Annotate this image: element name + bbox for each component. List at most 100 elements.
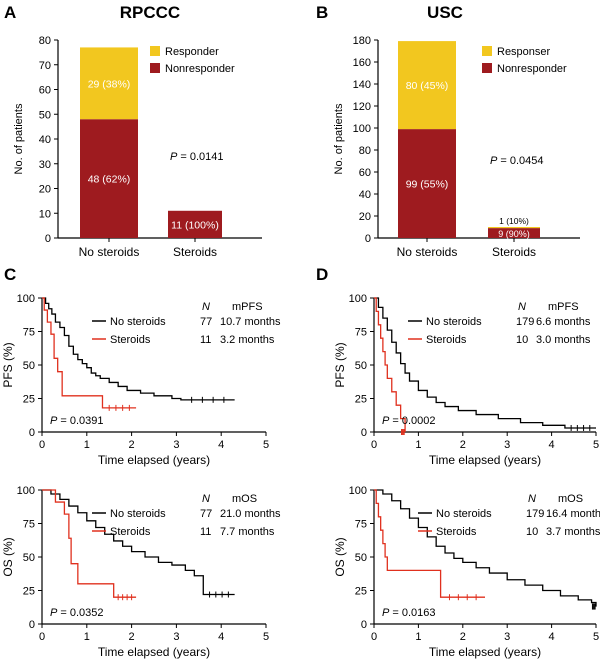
y-axis-label-A: No. of patients	[13, 103, 25, 174]
legend-header-median-D-OS: mOS	[558, 493, 583, 505]
bar-label-B: 9 (90%)	[498, 229, 530, 239]
panel-title-B: USC	[427, 3, 463, 22]
legend-n-D-OS: 10	[526, 526, 538, 538]
x-tick-label-C-OS: 4	[218, 631, 224, 643]
p-value-C-PFS: P = 0.0391	[50, 415, 104, 427]
x-tick-label-D-PFS: 5	[593, 439, 599, 451]
legend-n-C-OS: 11	[200, 526, 211, 538]
legend-label-A: Nonresponder	[165, 63, 235, 75]
x-tick-label-D-OS: 5	[593, 631, 599, 643]
y-tick-label-D-PFS: 50	[355, 360, 367, 372]
legend-label-C-PFS: No steroids	[110, 316, 166, 328]
legend-median-C-OS: 7.7 months	[220, 526, 275, 538]
legend-n-D-OS: 179	[526, 508, 544, 520]
y-tick-label-D-OS: 100	[349, 485, 367, 497]
legend-header-median-D-PFS: mPFS	[548, 301, 579, 313]
y-axis-label-D-PFS: PFS (%)	[333, 342, 347, 387]
y-tick-label-A: 80	[39, 35, 51, 47]
legend-label-C-OS: No steroids	[110, 508, 166, 520]
p-value-B: P = 0.0454	[490, 155, 544, 167]
legend-swatch-B	[482, 63, 492, 73]
y-tick-label-A: 20	[39, 184, 51, 196]
y-tick-label-B: 180	[353, 35, 371, 47]
y-tick-label-C-OS: 50	[23, 552, 35, 564]
legend-median-D-OS: 3.7 months	[546, 526, 600, 538]
y-tick-label-B: 140	[353, 79, 371, 91]
y-axis-label-C-PFS: PFS (%)	[1, 342, 15, 387]
x-tick-label-B: No steroids	[397, 245, 458, 259]
y-tick-label-C-PFS: 50	[23, 360, 35, 372]
y-tick-label-D-OS: 75	[355, 519, 367, 531]
x-tick-label-C-OS: 0	[39, 631, 45, 643]
legend-n-C-PFS: 77	[200, 316, 212, 328]
bar-responser-B	[398, 41, 456, 130]
legend-n-D-PFS: 179	[516, 316, 534, 328]
y-tick-label-C-PFS: 75	[23, 327, 35, 339]
y-axis-label-D-OS: OS (%)	[333, 537, 347, 576]
km-curve-no-steroids-D-PFS	[374, 297, 596, 429]
bar-responser-B	[488, 227, 540, 229]
bar-label-B: 80 (45%)	[406, 80, 449, 92]
y-tick-label-C-PFS: 25	[23, 394, 35, 406]
legend-header-n-D-OS: N	[528, 493, 536, 505]
km-curve-no-steroids-D-OS	[374, 489, 597, 607]
km-curve-steroids-D-OS	[374, 489, 485, 598]
bar-nonresponder-B	[488, 228, 540, 238]
x-tick-label-D-PFS: 4	[549, 439, 555, 451]
legend-label-C-OS: Steroids	[110, 526, 151, 538]
x-tick-label-A: Steroids	[173, 245, 217, 259]
y-tick-label-A: 50	[39, 109, 51, 121]
p-value-D-OS: P = 0.0163	[382, 607, 436, 619]
legend-swatch-B	[482, 46, 492, 56]
y-tick-label-D-PFS: 25	[355, 394, 367, 406]
km-curve-steroids-C-OS	[42, 489, 137, 598]
y-tick-label-D-OS: 50	[355, 552, 367, 564]
legend-header-n-D-PFS: N	[518, 301, 526, 313]
y-axis-label-C-OS: OS (%)	[1, 537, 15, 576]
x-tick-label-D-OS: 0	[371, 631, 377, 643]
legend-label-A: Responder	[165, 46, 219, 58]
y-tick-label-D-PFS: 75	[355, 327, 367, 339]
y-tick-label-A: 40	[39, 134, 51, 146]
y-tick-label-B: 100	[353, 123, 371, 135]
legend-label-B: Nonresponder	[497, 63, 567, 75]
x-tick-label-A: No steroids	[79, 245, 140, 259]
legend-label-D-OS: Steroids	[436, 526, 477, 538]
y-tick-label-D-PFS: 0	[361, 427, 367, 439]
legend-header-n-C-PFS: N	[202, 301, 210, 313]
bar-label-A: 48 (62%)	[88, 174, 131, 186]
km-curve-steroids-C-PFS	[42, 297, 137, 409]
x-tick-label-C-OS: 3	[173, 631, 179, 643]
legend-header-n-C-OS: N	[202, 493, 210, 505]
km-curve-steroids-D-PFS	[374, 297, 406, 432]
y-tick-label-A: 0	[45, 233, 51, 245]
y-tick-label-A: 10	[39, 208, 51, 220]
bar-nonresponder-A	[168, 210, 222, 238]
bar-label-B: 1 (10%)	[499, 216, 529, 226]
legend-swatch-A	[150, 46, 160, 56]
x-tick-label-C-PFS: 1	[84, 439, 90, 451]
y-tick-label-D-PFS: 100	[349, 293, 367, 305]
y-tick-label-B: 20	[359, 211, 371, 223]
x-axis-label-C-OS: Time elapsed (years)	[98, 645, 210, 659]
panel-letter-D: D	[316, 265, 328, 284]
legend-label-C-PFS: Steroids	[110, 334, 151, 346]
y-tick-label-B: 80	[359, 145, 371, 157]
legend-median-D-PFS: 6.6 months	[536, 316, 591, 328]
y-tick-label-A: 70	[39, 60, 51, 72]
legend-n-C-PFS: 11	[200, 334, 211, 346]
p-value-C-OS: P = 0.0352	[50, 607, 104, 619]
y-tick-label-D-OS: 25	[355, 586, 367, 598]
y-tick-label-B: 60	[359, 167, 371, 179]
legend-median-D-OS: 16.4 months	[546, 508, 600, 520]
legend-n-D-PFS: 10	[516, 334, 528, 346]
legend-median-C-OS: 21.0 months	[220, 508, 281, 520]
x-tick-label-C-PFS: 5	[263, 439, 269, 451]
x-tick-label-C-PFS: 2	[129, 439, 135, 451]
bar-nonresponder-A	[80, 119, 138, 238]
bar-label-A: 11 (100%)	[171, 219, 219, 231]
legend-header-median-C-PFS: mPFS	[232, 301, 263, 313]
x-tick-label-D-PFS: 3	[504, 439, 510, 451]
legend-n-C-OS: 77	[200, 508, 212, 520]
